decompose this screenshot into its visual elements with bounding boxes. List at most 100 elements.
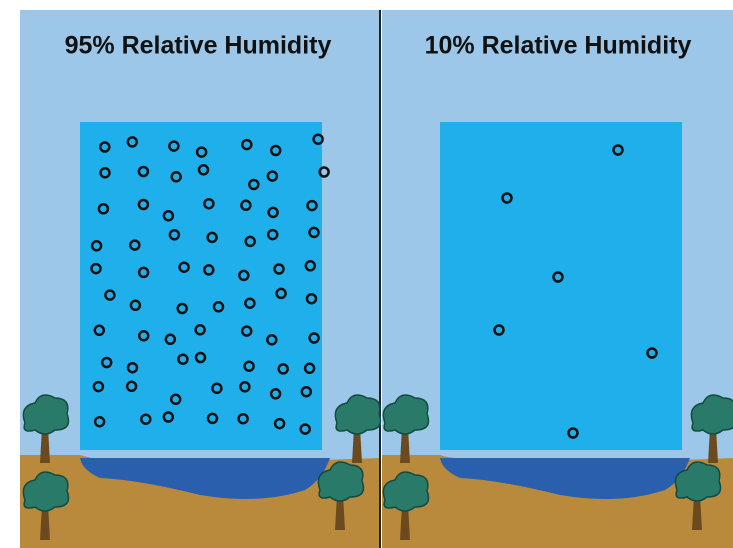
molecule [137, 330, 150, 342]
trunk [40, 428, 50, 463]
trunk [692, 495, 702, 530]
molecule [206, 231, 218, 244]
molecule [93, 324, 106, 337]
molecule [244, 235, 256, 248]
air-column [80, 122, 322, 450]
molecule [195, 146, 208, 158]
molecule [212, 301, 225, 313]
canopy [317, 461, 365, 502]
canopy [382, 471, 430, 512]
molecule [646, 347, 658, 359]
molecule [306, 199, 318, 212]
molecule [137, 198, 150, 211]
air-column [440, 122, 682, 450]
molecule [300, 385, 313, 398]
molecule [243, 360, 255, 372]
molecule [273, 417, 286, 430]
molecule [567, 427, 579, 439]
molecule [267, 206, 279, 219]
molecule [273, 263, 285, 275]
molecule [168, 229, 181, 241]
panel-title: 10% Relative Humidity [425, 32, 692, 60]
molecule [129, 239, 141, 251]
molecule [137, 266, 150, 279]
left-panel: 95% Relative Humidity [20, 10, 380, 548]
molecule [501, 192, 513, 204]
molecule [99, 167, 111, 179]
molecule [318, 166, 330, 178]
molecule [277, 363, 289, 375]
molecule [269, 388, 282, 400]
molecule [266, 170, 279, 182]
molecule [266, 228, 279, 241]
molecule [177, 353, 189, 365]
molecule [240, 325, 253, 337]
molecule [238, 269, 250, 282]
water [80, 458, 330, 499]
molecule [126, 136, 139, 148]
molecule [240, 199, 252, 212]
molecule [248, 178, 260, 191]
trees [22, 394, 733, 540]
molecule [92, 380, 105, 393]
vapor-molecules [90, 133, 330, 435]
tree [22, 394, 70, 463]
molecule [93, 415, 106, 428]
molecule [493, 324, 505, 336]
molecule [206, 412, 219, 425]
canopy [334, 394, 382, 435]
vapor-molecules [493, 144, 658, 439]
molecule [169, 393, 182, 406]
molecule [299, 423, 311, 435]
canopy [690, 394, 733, 435]
molecule [304, 260, 317, 272]
trunk [400, 428, 410, 463]
molecule [162, 210, 175, 222]
molecule [170, 171, 182, 183]
molecule [125, 380, 138, 393]
molecule [244, 297, 256, 309]
molecule [305, 292, 318, 305]
molecule [140, 413, 152, 425]
trunk [40, 505, 50, 540]
trunk [708, 428, 718, 463]
molecule [168, 140, 180, 152]
molecule [237, 412, 249, 425]
right-panel: 10% Relative Humidity [382, 10, 733, 548]
trunk [352, 428, 362, 463]
tree [22, 471, 70, 540]
molecule [97, 203, 110, 215]
trunk [400, 505, 410, 540]
molecule [194, 324, 206, 336]
molecule [176, 302, 188, 315]
molecule [269, 144, 282, 157]
molecule [266, 334, 278, 346]
molecule [275, 287, 287, 300]
trunk [335, 495, 345, 530]
tree [334, 394, 382, 463]
molecule [203, 264, 215, 276]
molecule [90, 240, 103, 252]
tree [382, 471, 430, 540]
canopy [22, 394, 70, 435]
molecule [164, 333, 177, 346]
canopy [382, 394, 430, 435]
molecule [126, 361, 139, 374]
molecule [308, 226, 320, 239]
molecule [303, 362, 316, 375]
molecule [239, 381, 251, 393]
canopy [674, 461, 722, 502]
panel-title: 95% Relative Humidity [65, 32, 332, 60]
tree [674, 461, 722, 530]
molecule [104, 289, 116, 301]
molecule [129, 299, 142, 312]
molecule [241, 138, 253, 151]
molecule [197, 164, 210, 176]
molecule [178, 261, 190, 273]
molecule [308, 332, 320, 344]
molecule [99, 141, 111, 153]
molecule [137, 165, 150, 178]
molecule [312, 133, 324, 145]
molecule [194, 351, 207, 364]
